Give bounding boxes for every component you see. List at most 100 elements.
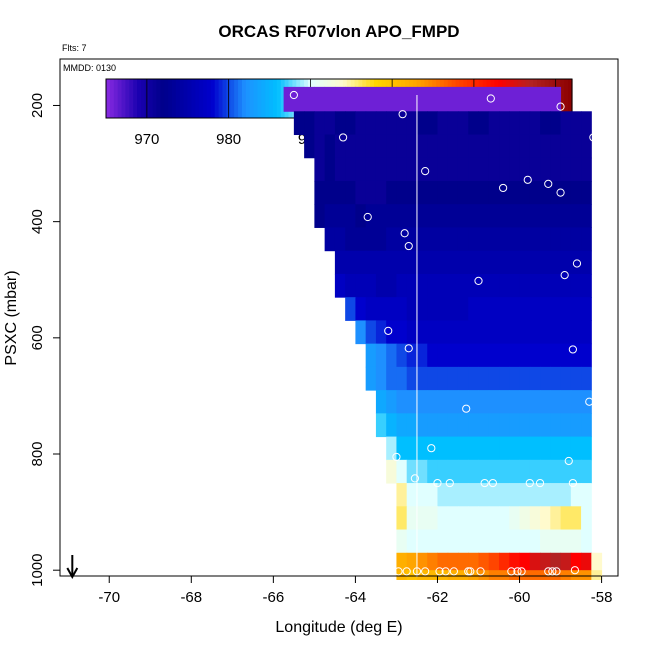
heatmap-cell xyxy=(437,180,449,205)
heatmap-cell xyxy=(457,483,469,507)
x-tick-label: -66 xyxy=(263,589,285,606)
colorbar-segment xyxy=(137,79,142,118)
heatmap-cell xyxy=(499,436,510,461)
heatmap-cell xyxy=(499,529,510,554)
heatmap-cell xyxy=(478,413,490,438)
heatmap-cell xyxy=(581,227,592,252)
heatmap-cell xyxy=(499,86,510,112)
heatmap-cell xyxy=(509,483,521,507)
heatmap-cell xyxy=(570,552,582,571)
heatmap-cell xyxy=(437,111,449,136)
heatmap-cell xyxy=(386,436,397,461)
colorbar-segment xyxy=(156,79,161,118)
observation-point xyxy=(289,90,298,100)
heatmap-cell xyxy=(519,552,531,571)
heatmap-cell xyxy=(591,570,603,580)
heatmap-cell xyxy=(488,366,500,391)
heatmap-cell xyxy=(447,529,459,554)
heatmap-cell xyxy=(396,390,408,414)
heatmap-cell xyxy=(488,111,500,136)
heatmap-cell xyxy=(529,180,541,205)
heatmap-cell xyxy=(457,157,469,182)
heatmap-cell xyxy=(293,111,305,136)
heatmap-cell xyxy=(581,297,592,321)
heatmap-cell xyxy=(488,180,500,205)
heatmap-cell xyxy=(416,86,428,112)
colorbar-segment xyxy=(164,79,169,118)
heatmap-cell xyxy=(519,570,531,580)
heatmap-cell xyxy=(499,413,510,438)
heatmap-cell xyxy=(540,320,551,345)
heatmap-cell xyxy=(581,366,592,391)
observation-point xyxy=(564,456,573,466)
heatmap-cell xyxy=(457,250,469,275)
heatmap-cell xyxy=(427,436,438,461)
heatmap-cell xyxy=(416,273,428,298)
heatmap-cell xyxy=(550,529,562,554)
heatmap-cell xyxy=(447,180,459,205)
colorbar-segment xyxy=(210,79,216,118)
heatmap-cell xyxy=(314,157,326,182)
heatmap-cell xyxy=(550,134,562,159)
heatmap-cell xyxy=(509,552,521,571)
heatmap-cell xyxy=(468,297,479,321)
heatmap-cell xyxy=(447,343,459,368)
heatmap-cell xyxy=(427,459,438,484)
observation-point xyxy=(499,183,508,193)
heatmap-cell xyxy=(509,86,521,112)
heatmap-cell xyxy=(509,413,521,438)
heatmap-cell xyxy=(324,227,336,252)
observation-point xyxy=(392,452,401,462)
observation-point xyxy=(568,478,577,488)
heatmap-cell xyxy=(345,157,356,182)
heatmap-cell xyxy=(529,343,541,368)
observation-point xyxy=(445,478,454,488)
observation-point xyxy=(560,270,569,280)
heatmap-cell xyxy=(581,180,592,205)
heatmap-cell xyxy=(540,529,551,554)
heatmap-cell xyxy=(406,552,418,571)
colorbar-segment xyxy=(560,79,565,118)
heatmap-cell xyxy=(427,390,438,414)
y-tick-label: 800 xyxy=(29,441,46,466)
heatmap-cell xyxy=(416,413,428,438)
colorbar-segment xyxy=(109,79,115,118)
heatmap-cell xyxy=(447,413,459,438)
heatmap-cell xyxy=(427,413,438,438)
heatmap-cell xyxy=(468,157,479,182)
heatmap-cell xyxy=(488,506,500,531)
heatmap-cell xyxy=(355,227,367,252)
heatmap-cell xyxy=(540,436,551,461)
heatmap-cell xyxy=(581,204,592,228)
observation-point xyxy=(404,344,413,353)
heatmap-cell xyxy=(365,86,377,112)
heatmap-cell xyxy=(427,506,438,531)
heatmap-cell xyxy=(570,366,582,391)
heatmap-cell xyxy=(375,180,387,205)
heatmap-cell xyxy=(355,204,367,228)
heatmap-cell xyxy=(437,273,449,298)
heatmap-cell xyxy=(427,366,438,391)
heatmap-cell xyxy=(355,297,367,321)
heatmap-cell xyxy=(488,529,500,554)
heatmap-cell xyxy=(509,390,521,414)
colorbar-segment xyxy=(272,79,278,118)
heatmap-cell xyxy=(365,320,377,345)
heatmap-cell xyxy=(447,506,459,531)
heatmap-cell xyxy=(478,529,490,554)
heatmap-cell xyxy=(529,459,541,484)
heatmap-cell xyxy=(406,134,418,159)
colorbar-segment xyxy=(140,79,146,118)
observation-point xyxy=(400,229,409,238)
heatmap-cell xyxy=(386,204,397,228)
y-axis-label: PSXC (mbar) xyxy=(3,270,20,365)
heatmap-cell xyxy=(570,227,582,252)
heatmap-cell xyxy=(581,157,592,182)
heatmap-cell xyxy=(355,320,367,345)
colorbar-segment xyxy=(245,79,251,118)
heatmap-cell xyxy=(488,390,500,414)
heatmap-cell xyxy=(540,570,551,580)
heatmap-cell xyxy=(478,227,490,252)
heatmap-cell xyxy=(499,227,510,252)
heatmap-cell xyxy=(427,227,438,252)
